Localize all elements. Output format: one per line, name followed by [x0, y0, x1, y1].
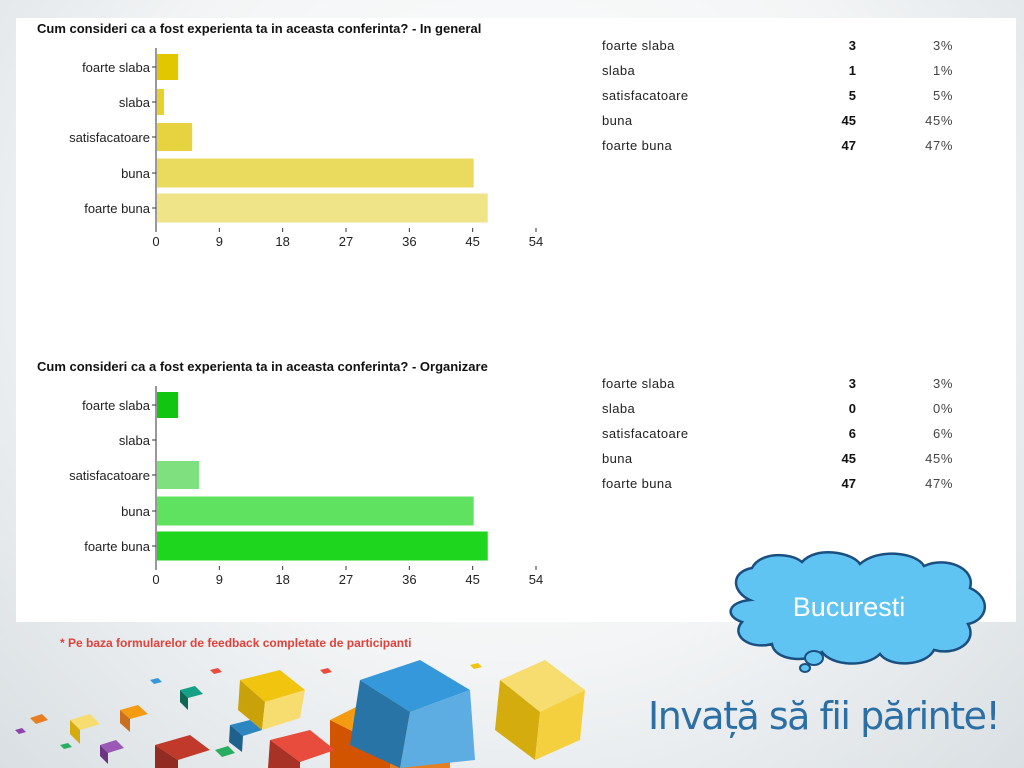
table-count: 47	[842, 476, 856, 491]
table-percent: 47%	[925, 138, 953, 153]
table-category: buna	[602, 113, 633, 128]
table-percent: 45%	[925, 113, 953, 128]
table-category: foarte slaba	[602, 376, 675, 391]
chart-title: Cum consideri ca a fost experienta ta in…	[37, 21, 481, 36]
table-percent: 3%	[933, 376, 953, 391]
table-count: 1	[849, 63, 856, 78]
table-percent: 6%	[933, 426, 953, 441]
callout-cloud: Bucuresti	[729, 551, 987, 673]
table-category: foarte buna	[602, 476, 673, 491]
table-count: 0	[849, 401, 856, 416]
table-percent: 45%	[925, 451, 953, 466]
cloud-bubble-large	[804, 650, 824, 666]
table-percent: 47%	[925, 476, 953, 491]
footnote: * Pe baza formularelor de feedback compl…	[60, 636, 412, 650]
table-category: satisfacatoare	[602, 88, 689, 103]
table-count: 45	[842, 451, 856, 466]
table-count: 6	[849, 426, 856, 441]
x-tick-label: 45	[465, 572, 479, 587]
table-category: slaba	[602, 401, 635, 416]
table-count: 3	[849, 38, 856, 53]
table-category: foarte slaba	[602, 38, 675, 53]
table-count: 47	[842, 138, 856, 153]
x-tick-label: 18	[275, 572, 289, 587]
category-label: satisfacatoare	[69, 468, 150, 483]
table-count: 45	[842, 113, 856, 128]
cloud-shape	[729, 551, 987, 665]
table-percent: 5%	[933, 88, 953, 103]
x-tick-label: 45	[465, 234, 479, 249]
bar	[157, 158, 474, 188]
table-percent: 3%	[933, 38, 953, 53]
cubes-graphic	[15, 660, 585, 768]
table-category: slaba	[602, 63, 635, 78]
table-category: foarte buna	[602, 138, 673, 153]
x-tick-label: 9	[216, 572, 223, 587]
x-tick-label: 18	[275, 234, 289, 249]
bar	[157, 89, 165, 115]
bar	[157, 54, 179, 80]
category-label: slaba	[119, 95, 151, 110]
category-label: buna	[121, 166, 151, 181]
x-tick-label: 9	[216, 234, 223, 249]
cubes-decoration	[15, 660, 585, 768]
category-label: foarte slaba	[82, 398, 151, 413]
charts-panel: Cum consideri ca a fost experienta ta in…	[16, 18, 1016, 622]
x-tick-label: 27	[339, 234, 353, 249]
x-tick-label: 54	[529, 572, 543, 587]
category-label: foarte buna	[84, 201, 151, 216]
x-tick-label: 36	[402, 234, 416, 249]
table-count: 3	[849, 376, 856, 391]
table-category: satisfacatoare	[602, 426, 689, 441]
table-percent: 1%	[933, 63, 953, 78]
brand-logo-text: Invață să fii părinte!	[648, 694, 1001, 738]
x-tick-label: 27	[339, 572, 353, 587]
category-label: foarte buna	[84, 539, 151, 554]
cloud-bubble-small	[799, 663, 811, 673]
charts-svg: Cum consideri ca a fost experienta ta in…	[37, 21, 953, 587]
x-tick-label: 0	[152, 234, 159, 249]
category-label: satisfacatoare	[69, 130, 150, 145]
x-tick-label: 0	[152, 572, 159, 587]
category-label: slaba	[119, 433, 151, 448]
x-tick-label: 54	[529, 234, 543, 249]
table-category: buna	[602, 451, 633, 466]
table-percent: 0%	[933, 401, 953, 416]
table-count: 5	[849, 88, 856, 103]
bar	[157, 193, 488, 223]
bar	[157, 531, 488, 561]
bar	[157, 123, 193, 151]
category-label: foarte slaba	[82, 60, 151, 75]
category-label: buna	[121, 504, 151, 519]
bar	[157, 496, 474, 526]
chart-title: Cum consideri ca a fost experienta ta in…	[37, 359, 488, 374]
bar	[157, 392, 179, 418]
x-tick-label: 36	[402, 572, 416, 587]
bar	[157, 461, 200, 489]
callout-text: Bucuresti	[793, 592, 906, 622]
